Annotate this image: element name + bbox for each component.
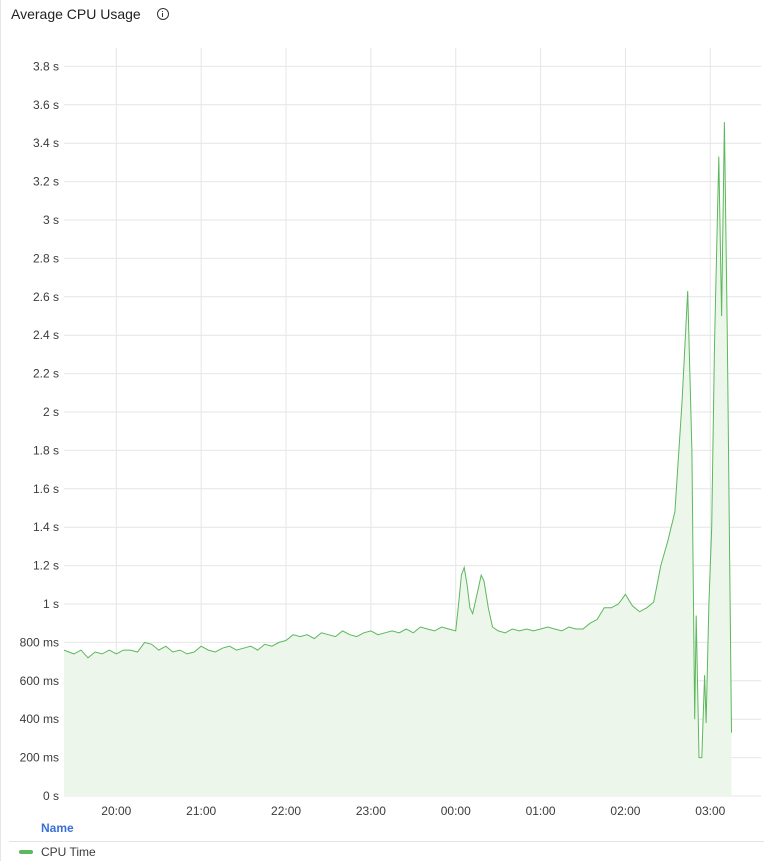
- y-tick-label: 2 s: [43, 405, 59, 419]
- y-tick-label: 200 ms: [20, 751, 59, 765]
- y-tick-label: 3.2 s: [33, 175, 59, 189]
- legend-label: CPU Time: [41, 845, 96, 859]
- y-tick-label: 400 ms: [20, 712, 59, 726]
- x-tick-label: 01:00: [526, 804, 556, 818]
- chart-title: Average CPU Usage: [11, 6, 141, 22]
- y-axis: 0 s 200 ms 400 ms 600 ms 800 ms 1 s 1.2 s 1.4 s…: [20, 59, 59, 803]
- legend-header[interactable]: Name: [41, 821, 74, 835]
- y-tick-label: 3.8 s: [33, 59, 59, 73]
- legend-item-cpu-time[interactable]: CPU Time: [19, 845, 96, 859]
- x-tick-label: 03:00: [695, 804, 725, 818]
- x-tick-label: 23:00: [356, 804, 386, 818]
- y-tick-label: 2.4 s: [33, 328, 59, 342]
- x-tick-label: 21:00: [186, 804, 216, 818]
- legend-divider: [9, 841, 764, 842]
- info-icon[interactable]: [156, 8, 169, 20]
- x-tick-label: 02:00: [610, 804, 640, 818]
- x-tick-label: 20:00: [101, 804, 131, 818]
- y-tick-label: 3.4 s: [33, 136, 59, 150]
- panel-header: Average CPU Usage: [11, 6, 169, 22]
- x-tick-label: 00:00: [441, 804, 471, 818]
- y-tick-label: 1.8 s: [33, 443, 59, 457]
- series-area-cpu-time: [64, 122, 732, 797]
- y-tick-label: 600 ms: [20, 674, 59, 688]
- cpu-usage-chart: 0 s 200 ms 400 ms 600 ms 800 ms 1 s 1.2 s 1.4 s…: [20, 48, 761, 818]
- y-tick-label: 2.2 s: [33, 367, 59, 381]
- y-tick-label: 1.4 s: [33, 520, 59, 534]
- y-tick-label: 1.6 s: [33, 482, 59, 496]
- x-axis: 20:00 21:00 22:00 23:00 00:00 01:00 02:00 03:00: [101, 804, 725, 818]
- series-line-cpu-time: [63, 122, 732, 759]
- y-tick-label: 3 s: [43, 213, 59, 227]
- x-tick-label: 22:00: [271, 804, 301, 818]
- y-tick-label: 2.6 s: [33, 290, 59, 304]
- y-tick-label: 0 s: [43, 789, 59, 803]
- y-tick-label: 2.8 s: [33, 251, 59, 265]
- y-tick-label: 1 s: [43, 597, 59, 611]
- y-tick-label: 3.6 s: [33, 98, 59, 112]
- legend-swatch: [19, 850, 33, 854]
- y-tick-label: 800 ms: [20, 635, 59, 649]
- y-tick-label: 1.2 s: [33, 559, 59, 573]
